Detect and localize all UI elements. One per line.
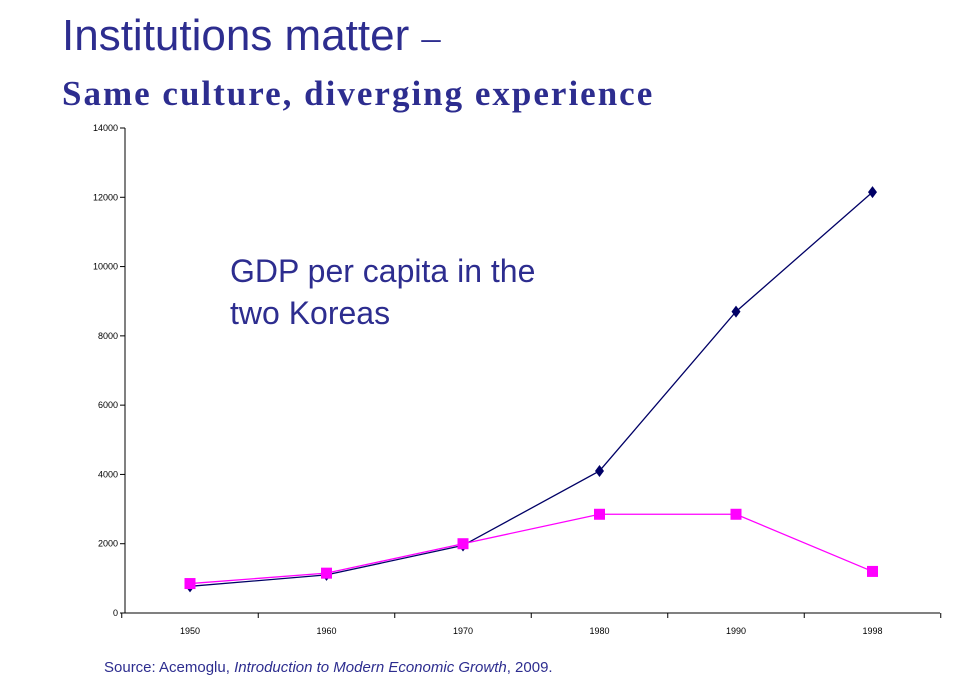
series-2-line xyxy=(189,513,873,585)
series-1-line xyxy=(189,191,873,587)
series-1-point xyxy=(595,464,604,477)
source-book-title: Introduction to Modern Economic Growth xyxy=(234,659,507,676)
source-prefix: Source: Acemoglu, xyxy=(104,659,235,676)
chart-annotation: GDP per capita in the two Koreas xyxy=(230,250,650,334)
x-tick-label: 1980 xyxy=(589,626,609,636)
slide-title: Institutions matter – xyxy=(62,10,441,64)
x-tick-label: 1998 xyxy=(862,626,882,636)
series-2-point xyxy=(457,538,469,550)
series-layer xyxy=(184,186,878,593)
y-tick-label: 8000 xyxy=(98,331,118,341)
x-axis: 1950 1960 1970 1980 1990 1998 xyxy=(121,612,942,636)
annotation-line-2: two Koreas xyxy=(230,295,391,331)
x-tick-label: 1960 xyxy=(316,626,336,636)
series-2-point xyxy=(730,508,742,520)
y-tick-label: 14000 xyxy=(93,123,118,133)
series-1 xyxy=(185,186,877,593)
series-2-point xyxy=(594,508,605,520)
y-tick-label: 4000 xyxy=(98,469,118,479)
series-2-point xyxy=(184,578,196,590)
x-tick-label: 1970 xyxy=(453,626,473,636)
y-tick-label: 10000 xyxy=(93,262,118,272)
y-tick-label: 6000 xyxy=(98,400,118,410)
y-tick-label: 12000 xyxy=(93,192,118,202)
series-2-point xyxy=(321,567,332,579)
series-1-point xyxy=(731,305,741,318)
annotation-line-1: GDP per capita in the xyxy=(230,253,536,289)
series-2-point xyxy=(867,565,878,577)
slide-subtitle: Same culture, diverging experience xyxy=(62,74,655,113)
source-citation: Source: Acemoglu, Introduction to Modern… xyxy=(104,659,553,677)
title-dash: – xyxy=(421,17,441,59)
x-tick-label: 1990 xyxy=(726,626,746,636)
source-suffix: , 2009. xyxy=(506,659,553,676)
y-tick-label: 2000 xyxy=(98,539,118,549)
series-2 xyxy=(184,508,878,590)
series-1-point xyxy=(868,186,877,199)
y-axis: 0 2000 4000 6000 8000 10000 12000 14000 xyxy=(93,123,126,618)
slide-title-text: Institutions matter xyxy=(62,11,410,60)
x-tick-label: 1950 xyxy=(180,626,200,636)
y-tick-label: 0 xyxy=(113,608,118,618)
